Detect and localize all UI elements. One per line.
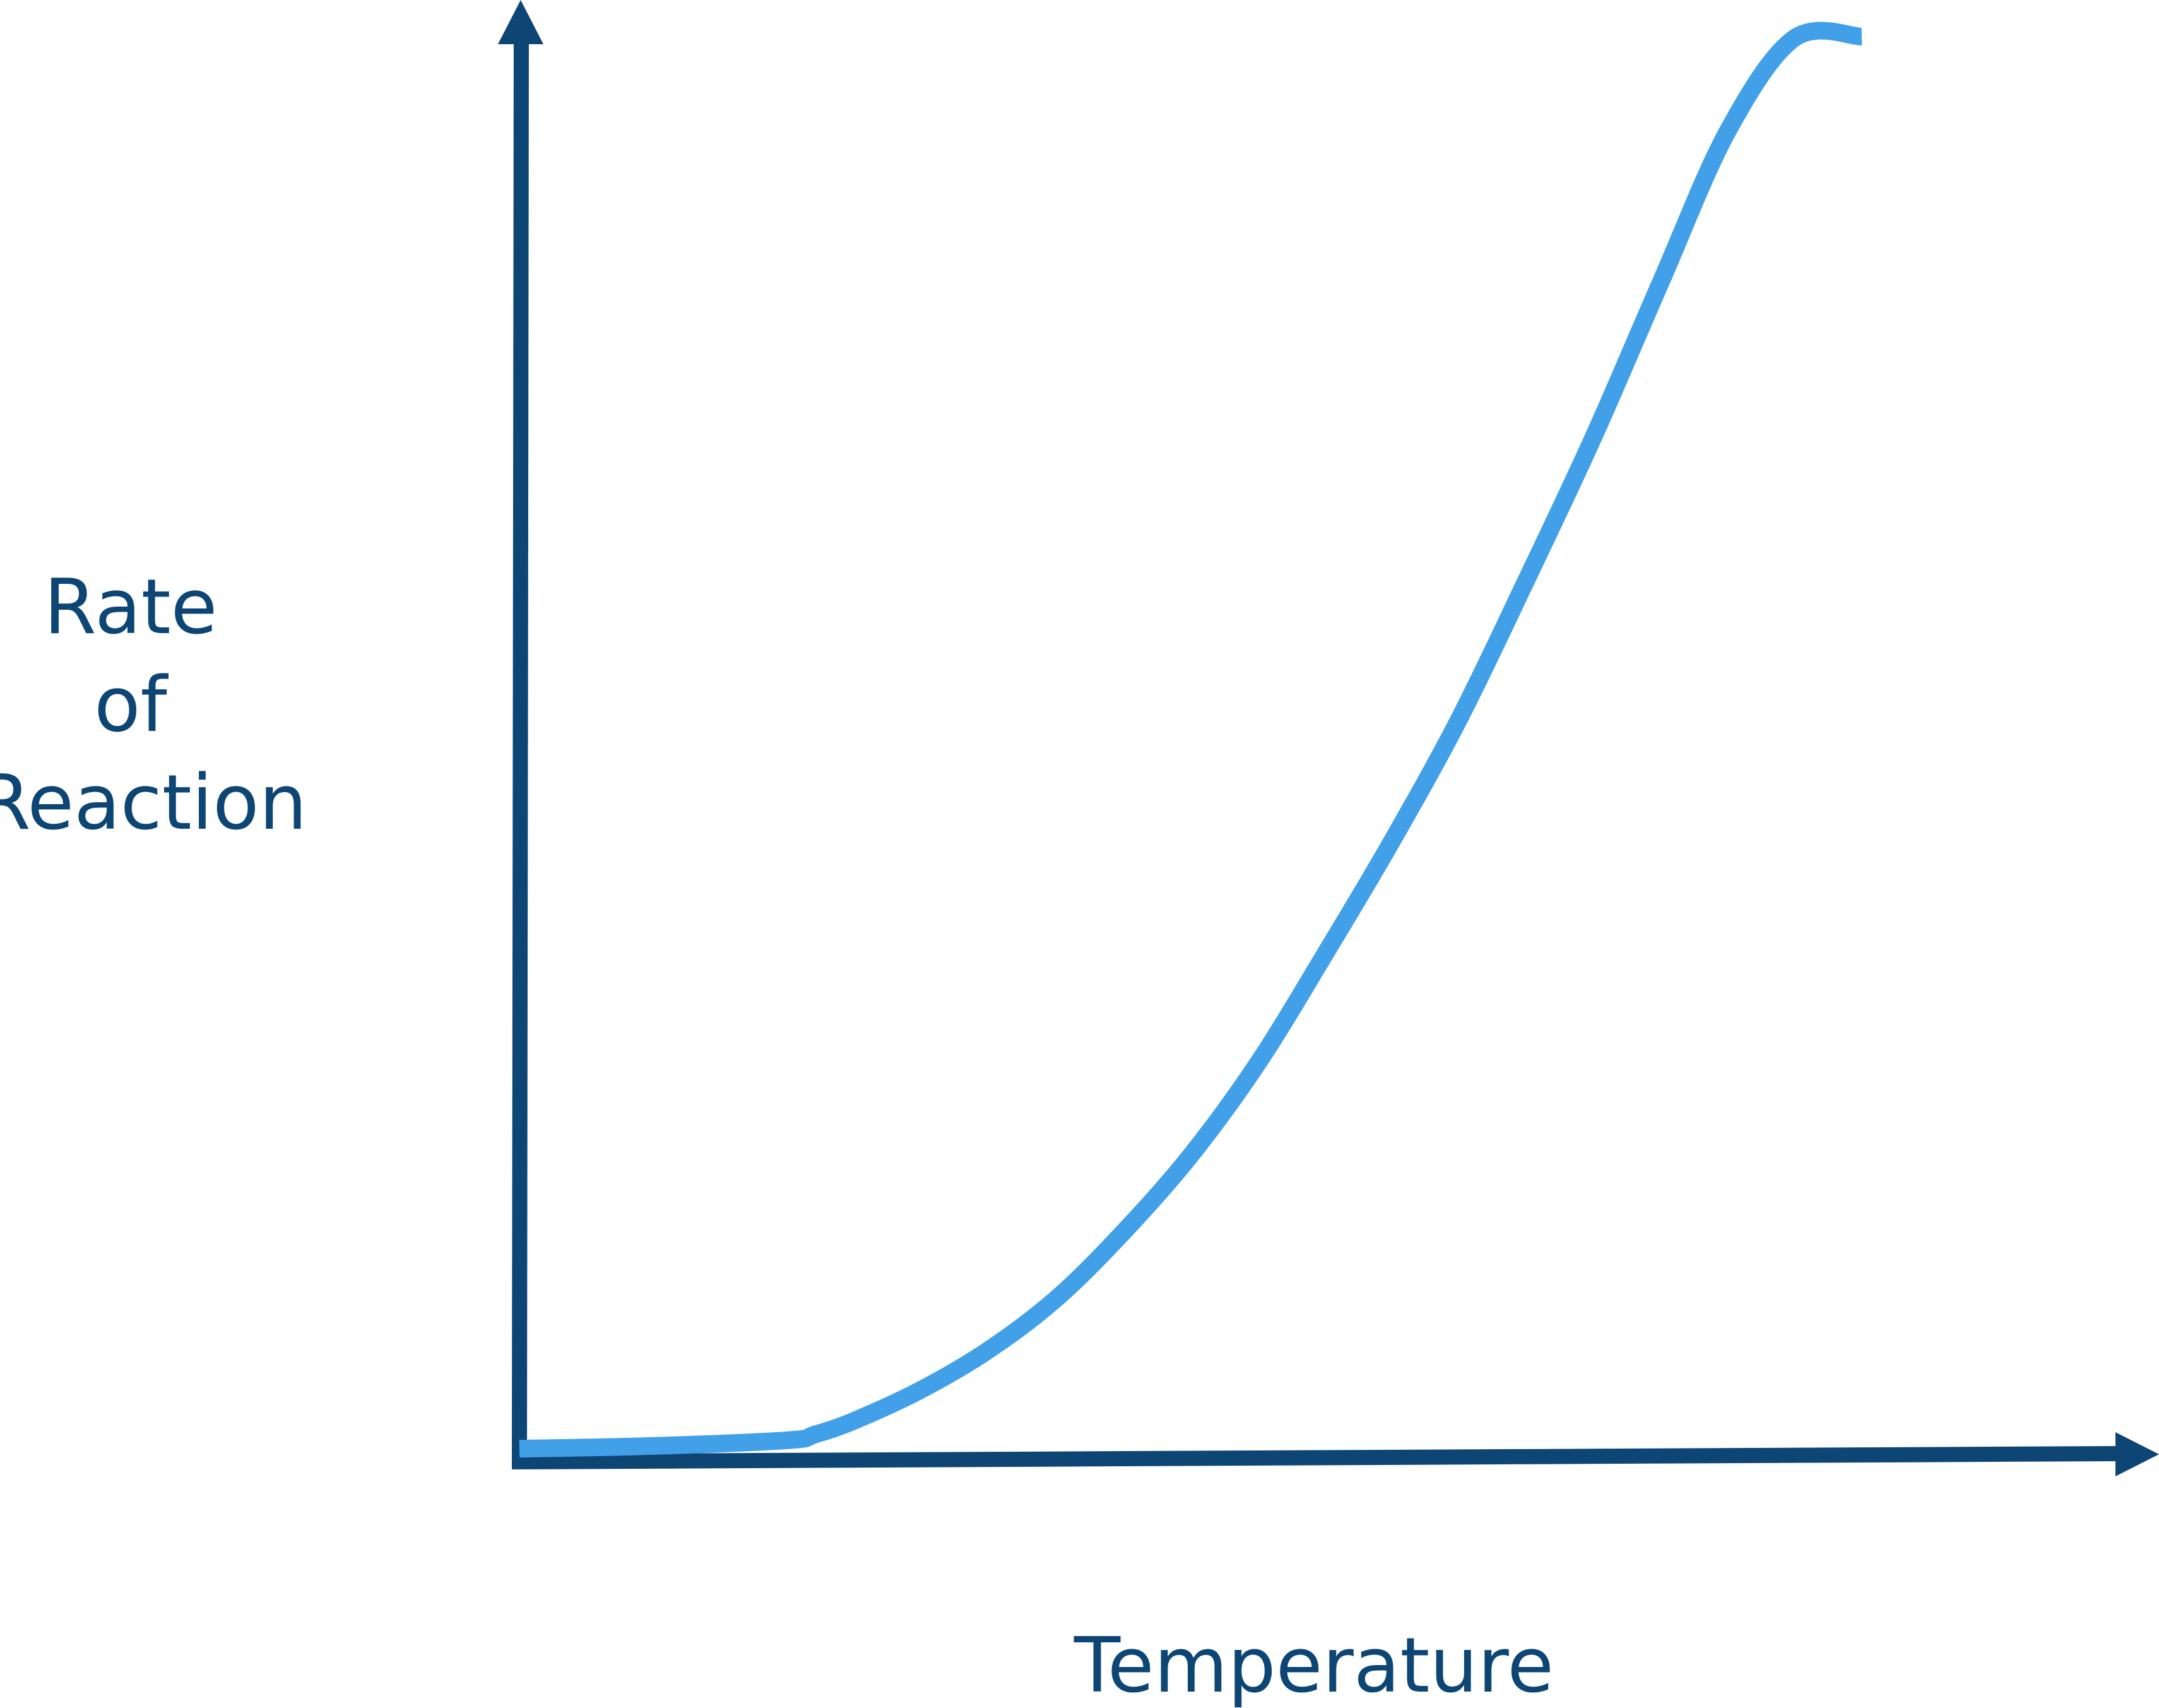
y-axis-label-line-2: of: [94, 661, 169, 749]
y-axis-line: [512, 39, 529, 1462]
y-axis-arrowhead: [498, 0, 543, 44]
y-axis-label-line-1: Rate: [44, 564, 217, 651]
x-axis-label: Temperature: [1074, 1622, 1554, 1708]
series-line: [519, 21, 1862, 1458]
y-axis-label: Rate of Reaction: [0, 564, 307, 847]
x-axis-line: [511, 1446, 2118, 1469]
y-axis-label-line-3: Reaction: [0, 759, 307, 847]
x-axis-arrowhead: [2115, 1432, 2159, 1476]
